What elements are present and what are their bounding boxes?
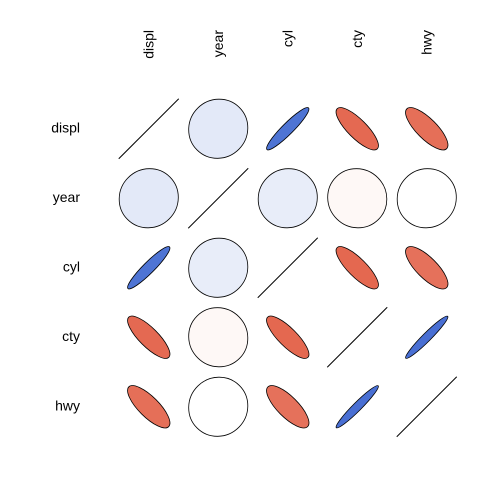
ellipse-cty-displ xyxy=(127,315,171,359)
column-label-year: year xyxy=(210,30,226,58)
ellipse-cyl-cyl xyxy=(257,237,319,299)
ellipse-cty-cty xyxy=(326,306,388,368)
ellipse-year-displ xyxy=(118,168,179,229)
ellipse-cty-year xyxy=(188,307,249,368)
ellipse-hwy-cyl xyxy=(266,385,310,429)
ellipse-hwy-year xyxy=(188,376,249,437)
ellipse-cyl-year xyxy=(188,237,249,298)
ellipse-displ-year xyxy=(188,98,249,159)
row-labels: displ year cyl cty hwy xyxy=(51,119,80,413)
ellipse-cyl-displ xyxy=(127,246,171,290)
column-label-displ: displ xyxy=(140,30,156,59)
ellipse-displ-cty xyxy=(335,107,379,151)
row-label-displ: displ xyxy=(51,119,80,135)
ellipse-hwy-cty xyxy=(335,385,379,429)
row-label-cty: cty xyxy=(62,328,80,344)
ellipse-year-hwy xyxy=(396,168,457,229)
ellipse-hwy-displ xyxy=(127,385,171,429)
column-label-hwy: hwy xyxy=(418,30,434,55)
column-label-cyl: cyl xyxy=(279,30,295,47)
ellipse-displ-displ xyxy=(118,98,180,160)
row-label-year: year xyxy=(53,189,81,205)
ellipse-displ-cyl xyxy=(266,107,310,151)
ellipse-cyl-hwy xyxy=(405,246,449,290)
ellipse-cyl-cty xyxy=(335,246,379,290)
row-label-hwy: hwy xyxy=(55,397,80,413)
ellipse-displ-hwy xyxy=(405,107,449,151)
row-label-cyl: cyl xyxy=(63,258,80,274)
ellipse-year-cty xyxy=(327,168,388,229)
column-labels: displ year cyl cty hwy xyxy=(140,30,434,59)
ellipse-cty-hwy xyxy=(405,315,449,359)
ellipse-hwy-hwy xyxy=(396,376,458,438)
ellipse-year-year xyxy=(187,167,249,229)
column-label-cty: cty xyxy=(349,30,365,48)
ellipse-cty-cyl xyxy=(266,315,310,359)
ellipse-year-cyl xyxy=(257,168,318,229)
correlation-cells xyxy=(118,98,458,438)
